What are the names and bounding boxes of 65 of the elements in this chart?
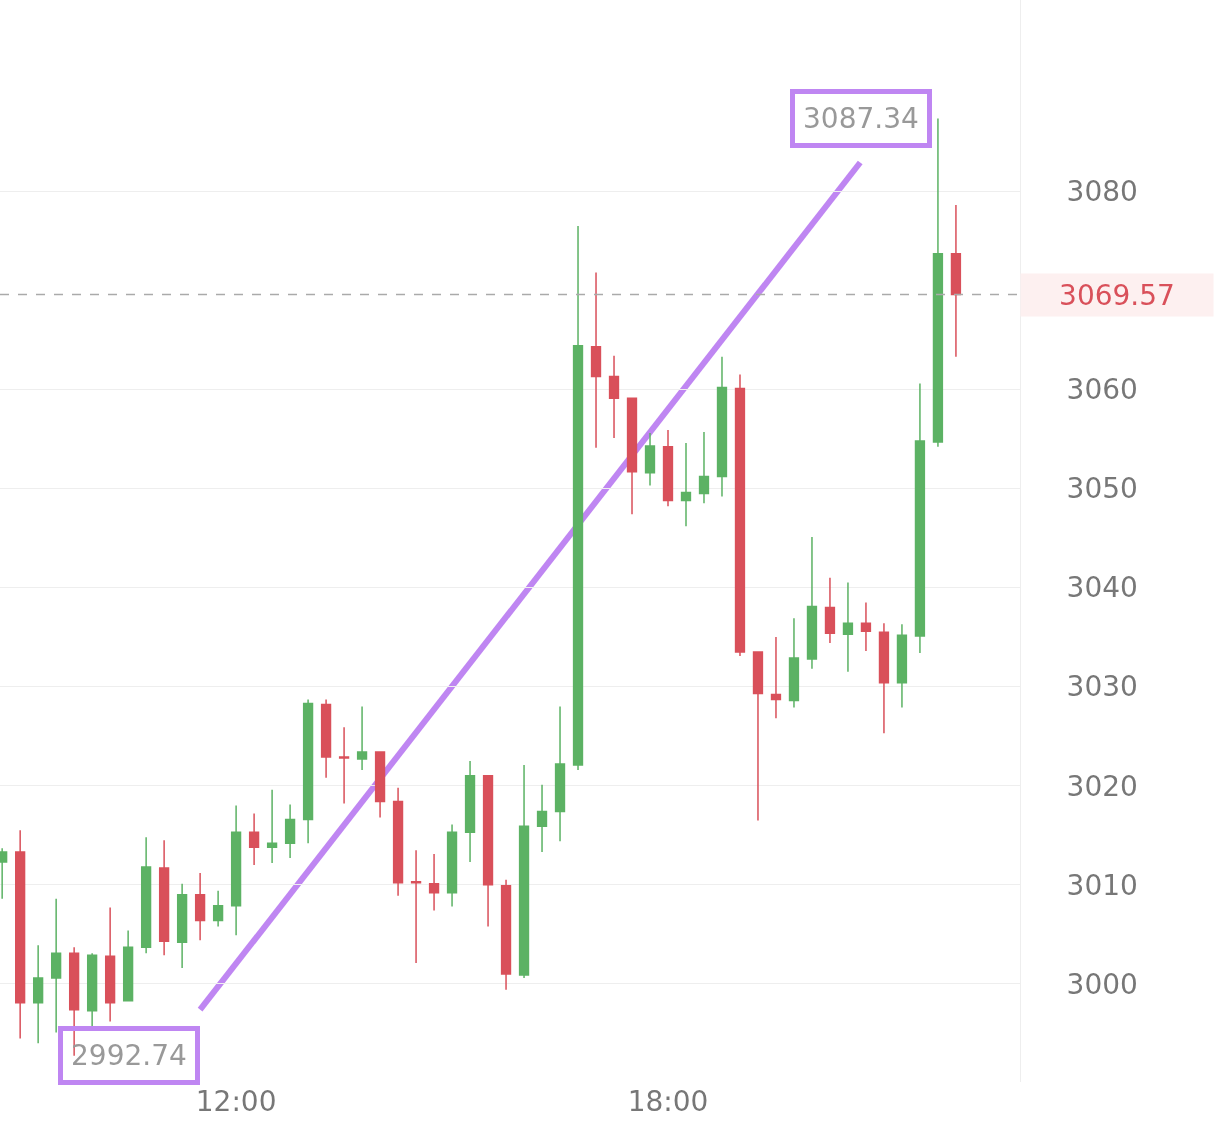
x-tick-label: 18:00 <box>627 1085 709 1118</box>
candlestick <box>158 839 170 956</box>
candlestick <box>770 636 782 720</box>
candlestick <box>932 117 944 448</box>
candlestick <box>662 429 674 508</box>
candlestick <box>806 536 818 670</box>
candlestick <box>536 784 548 853</box>
candlestick <box>878 622 890 734</box>
candlestick <box>50 897 62 1034</box>
candlestick <box>15 829 26 1040</box>
candlestick <box>212 890 224 928</box>
candlestick <box>230 804 242 937</box>
candlestick <box>176 883 188 969</box>
candlestick <box>500 879 512 991</box>
candlestick <box>140 836 152 954</box>
candlestick <box>950 204 962 358</box>
candlestick <box>698 431 710 505</box>
candlestick <box>410 849 422 964</box>
candlestick <box>626 397 638 515</box>
candlestick <box>608 354 620 439</box>
candlestick <box>824 576 836 644</box>
ref-line-label: 3069.57 <box>1059 278 1175 312</box>
annotation: 3087.34 <box>803 102 919 135</box>
candlestick <box>284 803 296 859</box>
candlestick <box>572 225 584 771</box>
candlestick <box>302 698 314 844</box>
candlestick <box>680 442 692 527</box>
candlestick <box>554 705 566 842</box>
candlestick <box>32 944 44 1045</box>
candlestick <box>860 601 872 652</box>
y-tick-label: 3020 <box>1066 769 1138 803</box>
candlestick <box>374 751 386 819</box>
candlestick <box>644 432 656 487</box>
candlestick <box>446 823 458 908</box>
candlestick <box>266 788 278 864</box>
y-tick-label: 3030 <box>1066 670 1138 704</box>
candlestick <box>716 355 728 498</box>
x-tick-label: 12:00 <box>195 1085 277 1118</box>
candlestick <box>482 775 494 928</box>
candlestick <box>194 872 206 942</box>
y-tick-label: 3010 <box>1066 868 1138 902</box>
candlestick <box>842 581 854 673</box>
candlestick <box>914 382 926 654</box>
y-tick-label: 3060 <box>1066 373 1138 407</box>
candlestick <box>464 760 476 863</box>
candlestick <box>122 929 134 1002</box>
candlestick <box>428 853 440 912</box>
candlestick <box>392 786 404 897</box>
candlestick <box>734 373 746 657</box>
candlestick <box>338 726 350 805</box>
candlestick <box>752 651 764 822</box>
candlestick <box>86 952 98 1028</box>
candlestick <box>248 812 260 866</box>
candlestick <box>896 623 908 709</box>
annotation: 2992.74 <box>71 1039 187 1072</box>
candlestick <box>320 698 332 779</box>
y-tick-label: 3080 <box>1066 175 1138 209</box>
candlestick <box>590 271 602 449</box>
y-tick-label: 3000 <box>1066 967 1138 1001</box>
y-tick-label: 3040 <box>1066 571 1138 605</box>
y-tick-label: 3050 <box>1066 472 1138 506</box>
candlestick <box>518 764 530 979</box>
candlestick <box>356 705 368 771</box>
candlestick <box>104 906 116 1023</box>
candlestick <box>788 617 800 709</box>
